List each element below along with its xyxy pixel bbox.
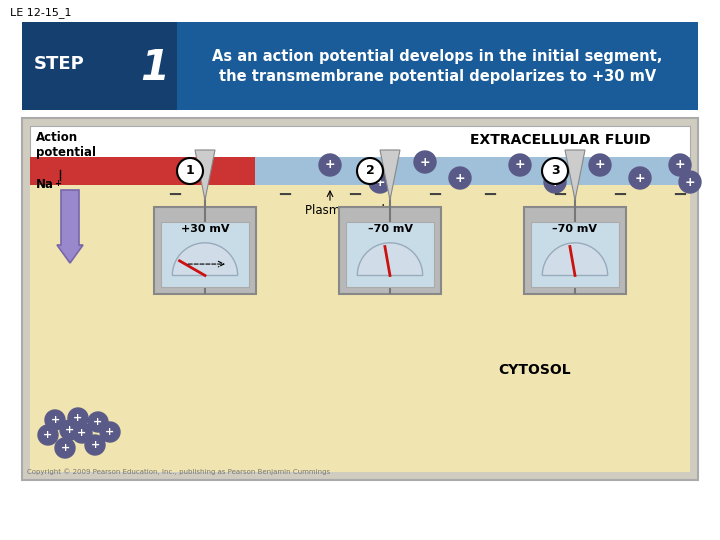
Circle shape <box>88 412 108 432</box>
Text: +: + <box>455 172 465 185</box>
Polygon shape <box>565 150 585 200</box>
Text: +: + <box>675 159 685 172</box>
Text: −: − <box>428 186 443 204</box>
Circle shape <box>544 171 566 193</box>
Text: −: − <box>482 186 498 204</box>
Circle shape <box>177 158 203 184</box>
Circle shape <box>100 422 120 442</box>
Text: 2: 2 <box>366 165 374 178</box>
FancyBboxPatch shape <box>22 22 177 110</box>
Text: −: − <box>672 186 688 204</box>
Polygon shape <box>542 243 608 275</box>
Text: −: − <box>277 186 292 204</box>
Circle shape <box>542 158 568 184</box>
Text: 3: 3 <box>551 165 559 178</box>
Text: 1: 1 <box>186 165 194 178</box>
Text: +: + <box>94 417 103 427</box>
FancyBboxPatch shape <box>22 22 698 110</box>
Circle shape <box>509 154 531 176</box>
FancyBboxPatch shape <box>30 157 255 185</box>
FancyBboxPatch shape <box>22 118 698 480</box>
Circle shape <box>319 154 341 176</box>
Text: +: + <box>685 176 696 188</box>
Circle shape <box>679 171 701 193</box>
FancyBboxPatch shape <box>30 185 690 472</box>
Text: −: − <box>613 186 628 204</box>
Circle shape <box>629 167 651 189</box>
Text: +: + <box>50 415 60 425</box>
Text: +: + <box>73 413 83 423</box>
FancyBboxPatch shape <box>30 126 690 185</box>
Text: Plasma membrane: Plasma membrane <box>305 204 416 217</box>
Text: Na: Na <box>36 179 54 192</box>
Text: +30 mV: +30 mV <box>181 224 229 233</box>
Circle shape <box>45 410 65 430</box>
Text: +: + <box>66 425 75 435</box>
Text: 1: 1 <box>140 47 169 89</box>
FancyBboxPatch shape <box>199 150 211 158</box>
Circle shape <box>38 425 58 445</box>
Text: +: + <box>91 440 99 450</box>
Text: the transmembrane potential depolarizes to +30 mV: the transmembrane potential depolarizes … <box>219 69 656 84</box>
FancyBboxPatch shape <box>531 221 619 287</box>
Text: CYTOSOL: CYTOSOL <box>499 363 571 377</box>
Text: STEP: STEP <box>34 55 85 73</box>
Circle shape <box>414 151 436 173</box>
Polygon shape <box>172 243 238 275</box>
FancyBboxPatch shape <box>346 221 434 287</box>
Text: +: + <box>105 427 114 437</box>
Polygon shape <box>357 243 423 275</box>
FancyBboxPatch shape <box>154 206 256 294</box>
Text: +: + <box>374 176 385 188</box>
Text: +: + <box>325 159 336 172</box>
Circle shape <box>55 438 75 458</box>
Text: Copyright © 2009 Pearson Education, Inc., publishing as Pearson Benjamin Cumming: Copyright © 2009 Pearson Education, Inc.… <box>27 468 330 475</box>
Text: +: + <box>595 159 606 172</box>
Text: –70 mV: –70 mV <box>552 224 598 233</box>
FancyBboxPatch shape <box>384 150 396 158</box>
Polygon shape <box>195 150 215 200</box>
Text: EXTRACELLULAR FLUID: EXTRACELLULAR FLUID <box>469 133 650 147</box>
FancyBboxPatch shape <box>524 206 626 294</box>
Text: −: − <box>168 186 183 204</box>
Circle shape <box>60 420 80 440</box>
Text: As an action potential develops in the initial segment,: As an action potential develops in the i… <box>212 49 662 64</box>
Text: +: + <box>549 176 560 188</box>
Circle shape <box>68 408 88 428</box>
Circle shape <box>669 154 691 176</box>
Text: +: + <box>60 443 70 453</box>
Text: –70 mV: –70 mV <box>367 224 413 233</box>
Circle shape <box>85 435 105 455</box>
Circle shape <box>72 423 92 443</box>
Polygon shape <box>380 150 400 200</box>
Text: +: + <box>77 428 86 438</box>
Text: Action
potential: Action potential <box>36 131 96 159</box>
FancyArrow shape <box>57 190 83 263</box>
Text: +: + <box>54 179 61 187</box>
Text: −: − <box>552 186 567 204</box>
FancyBboxPatch shape <box>30 157 690 185</box>
Circle shape <box>589 154 611 176</box>
Text: +: + <box>515 159 526 172</box>
Text: LE 12-15_1: LE 12-15_1 <box>10 7 71 18</box>
FancyBboxPatch shape <box>161 221 249 287</box>
Circle shape <box>369 171 391 193</box>
Text: +: + <box>420 156 431 168</box>
Text: +: + <box>43 430 53 440</box>
Text: −: − <box>348 186 363 204</box>
Circle shape <box>357 158 383 184</box>
FancyBboxPatch shape <box>339 206 441 294</box>
FancyBboxPatch shape <box>569 150 581 158</box>
Circle shape <box>449 167 471 189</box>
Text: +: + <box>635 172 645 185</box>
